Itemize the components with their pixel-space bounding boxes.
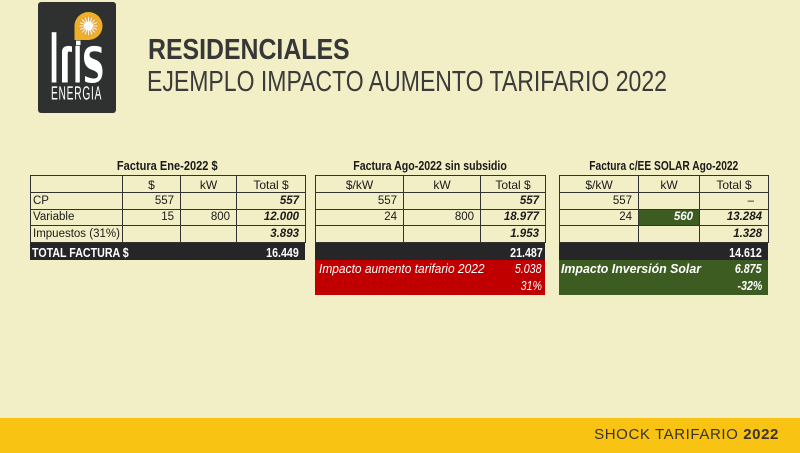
- svg-text:ENERGIA: ENERGIA: [51, 83, 102, 105]
